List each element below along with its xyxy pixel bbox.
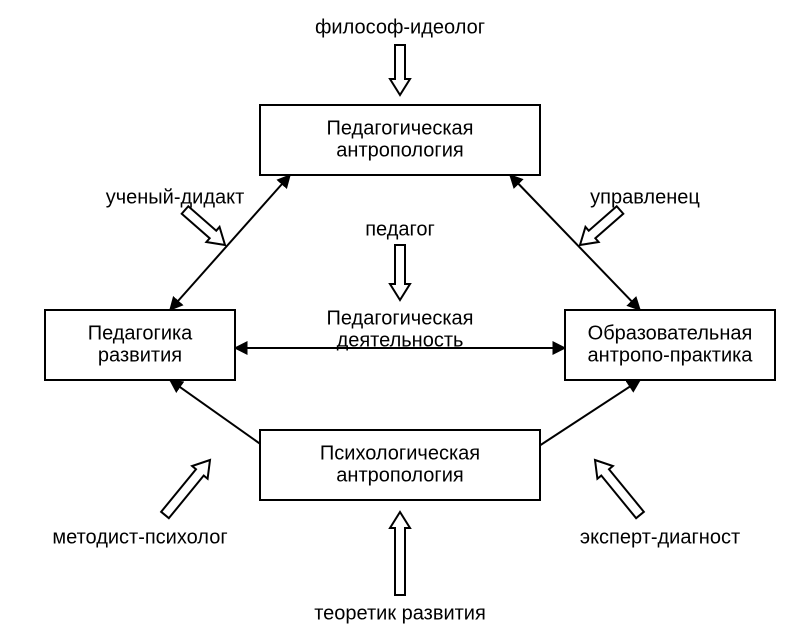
philosopher-arrow <box>390 45 410 95</box>
box-left: Педагогикаразвития <box>45 310 235 380</box>
manager-arrow <box>573 202 626 252</box>
label-didact: ученый-дидакт <box>106 186 245 208</box>
box-bottom-line0: Психологическая <box>320 442 480 464</box>
label-manager: управленец <box>590 186 700 208</box>
label-theorist: теоретик развития <box>314 602 486 624</box>
box-top-line0: Педагогическая <box>327 117 474 139</box>
box-top: Педагогическаяантропология <box>260 105 540 175</box>
label-philosopher: философ-идеолог <box>315 16 485 38</box>
center-text-line0: Педагогическая <box>327 307 474 329</box>
pedagogue-arrow <box>390 245 410 300</box>
didact-arrow <box>178 202 231 252</box>
center-text-line1: деятельность <box>337 329 464 351</box>
box-left-line1: развития <box>98 344 182 366</box>
box-top-line1: антропология <box>336 139 463 161</box>
expert-arrow <box>587 454 647 522</box>
box-bottom: Психологическаяантропология <box>260 430 540 500</box>
label-methodist: методист-психолог <box>52 526 227 548</box>
label-expert: эксперт-диагност <box>580 526 740 548</box>
box-left-line0: Педагогика <box>88 322 193 344</box>
box-right-line0: Образовательная <box>588 322 753 344</box>
box-bottom-line1: антропология <box>336 464 463 486</box>
box-right-line1: антропо-практика <box>588 344 754 366</box>
box-right: Образовательнаяантропо-практика <box>565 310 775 380</box>
label-pedagogue: педагог <box>365 218 435 240</box>
theorist-arrow <box>390 512 410 595</box>
center-text: Педагогическаядеятельность <box>327 307 474 351</box>
methodist-arrow <box>157 454 217 522</box>
